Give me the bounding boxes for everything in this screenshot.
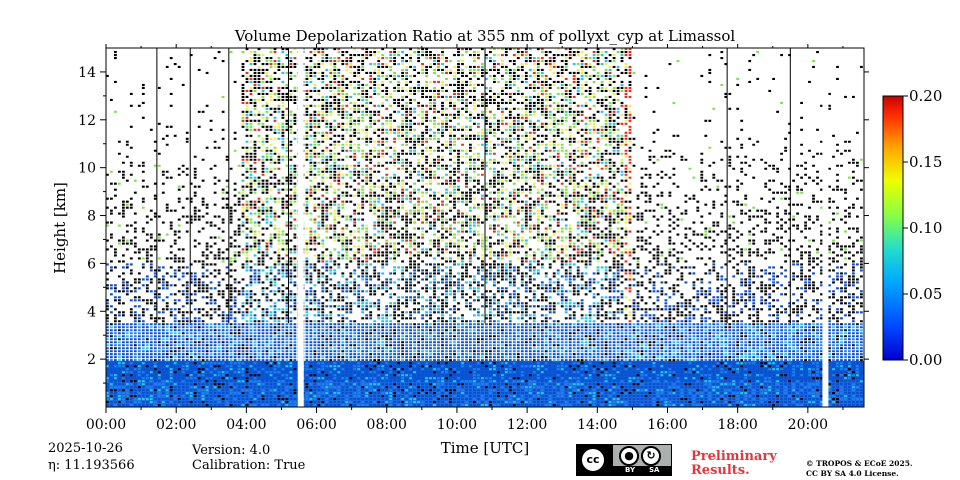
cc-license-badge: cc ● ↻ BY SA bbox=[576, 444, 672, 476]
y-tick-label: 14 bbox=[78, 65, 96, 81]
preliminary-line2: Results. bbox=[691, 463, 750, 478]
x-tick-label: 06:00 bbox=[296, 417, 336, 433]
colorbar-tick-label: 0.10 bbox=[909, 219, 942, 237]
footer-calibration: Calibration: True bbox=[192, 458, 306, 473]
data-gap bbox=[297, 48, 304, 407]
footer-eta: η: 11.193566 bbox=[48, 458, 135, 473]
x-tick-label: 00:00 bbox=[86, 417, 126, 433]
x-tick-label: 20:00 bbox=[788, 417, 828, 433]
footer-version: Version: 4.0 bbox=[192, 443, 271, 458]
y-axis: 2 4 6 8 10 12 14 bbox=[78, 65, 869, 384]
chart-title: Volume Depolarization Ratio at 355 nm of… bbox=[234, 27, 736, 45]
x-axis-label: Time [UTC] bbox=[441, 439, 530, 457]
cc-icon: cc bbox=[580, 447, 606, 473]
colorbar-tick-label: 0.20 bbox=[909, 87, 942, 105]
heatmap-cells bbox=[106, 48, 864, 407]
by-person-icon: ● bbox=[619, 446, 639, 466]
footer-date: 2025-10-26 bbox=[48, 441, 123, 456]
x-axis: 00:00 02:00 04:00 06:00 08:00 10:00 12:00 14:00… bbox=[86, 44, 844, 433]
x-tick-label: 08:00 bbox=[367, 417, 407, 433]
y-tick-label: 4 bbox=[87, 304, 96, 320]
data-gaps bbox=[297, 48, 829, 407]
preliminary-line1: Preliminary bbox=[691, 449, 777, 464]
copyright-line1: © TROPOS & ECoE 2025. bbox=[806, 459, 913, 468]
colorbar-tick-label: 0.15 bbox=[909, 153, 942, 171]
x-tick-label: 12:00 bbox=[507, 417, 547, 433]
x-tick-label: 16:00 bbox=[647, 417, 687, 433]
y-tick-label: 10 bbox=[78, 161, 96, 177]
x-tick-label: 18:00 bbox=[717, 417, 757, 433]
x-tick-label: 14:00 bbox=[577, 417, 617, 433]
y-axis-label: Height [km] bbox=[51, 182, 69, 274]
plot-frame bbox=[105, 47, 865, 408]
colorbar-tick-label: 0.05 bbox=[909, 285, 942, 303]
x-tick-label: 02:00 bbox=[156, 417, 196, 433]
y-tick-label: 8 bbox=[87, 209, 96, 225]
heatmap-points-yellow bbox=[241, 48, 632, 317]
y-tick-label: 12 bbox=[78, 113, 96, 129]
colorbar bbox=[882, 95, 904, 361]
cc-sa-label: SA bbox=[649, 466, 660, 474]
y-tick-label: 2 bbox=[87, 352, 96, 368]
colorbar-tick-label: 0.00 bbox=[909, 351, 942, 369]
data-gap bbox=[822, 48, 829, 407]
copyright-line2: CC BY SA 4.0 License. bbox=[806, 469, 899, 478]
x-tick-label: 04:00 bbox=[226, 417, 266, 433]
sa-share-alike-icon: ↻ bbox=[641, 446, 661, 466]
y-tick-label: 6 bbox=[87, 256, 96, 272]
colorbar-axis: 0.00 0.05 0.10 0.15 0.20 bbox=[903, 87, 942, 369]
x-tick-label: 10:00 bbox=[437, 417, 477, 433]
cc-by-label: BY bbox=[625, 466, 636, 474]
